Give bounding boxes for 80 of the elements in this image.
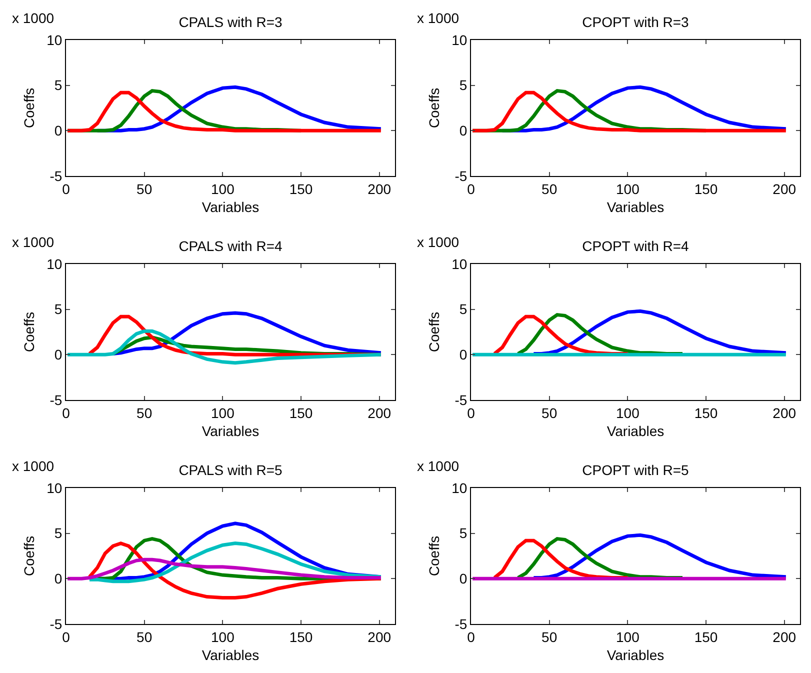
line-series — [532, 533, 788, 580]
x-axis-title: Variables — [606, 423, 664, 440]
chart-title: CPOPT with R=4 — [582, 238, 690, 254]
x-axis-title: Variables — [606, 199, 664, 216]
y-axis-title: Coeffs — [21, 312, 38, 352]
line-series — [532, 309, 788, 356]
y-tick-label: 10 — [46, 32, 62, 48]
y-tick-label: 0 — [54, 122, 62, 139]
x-tick-label: 150 — [289, 404, 313, 421]
text: x 1000 — [12, 234, 54, 250]
y-axis-title: Coeffs — [426, 88, 442, 128]
x-axis-title: Variables — [202, 647, 260, 664]
line-series — [111, 311, 383, 356]
y-tick-label: -5 — [454, 616, 468, 632]
x-axis-title: Variables — [202, 423, 260, 440]
y-axis-title: Coeffs — [21, 88, 38, 128]
y-axis-title: Coeffs — [426, 536, 442, 576]
line-series — [66, 329, 383, 365]
y-tick-label: -5 — [454, 168, 468, 184]
text: x 1000 — [417, 234, 460, 250]
y-tick-label: -5 — [50, 168, 62, 184]
y-tick-label: 5 — [459, 77, 468, 94]
x-tick-label: 200 — [368, 404, 392, 421]
x-tick-label: 100 — [210, 404, 235, 421]
y-tick-label: 10 — [46, 480, 62, 496]
y-tick-label: -5 — [50, 392, 62, 408]
x-tick-label: 150 — [289, 180, 313, 197]
x-tick-label: 200 — [368, 180, 392, 197]
x-tick-label: 200 — [772, 180, 796, 197]
chart-title: CPOPT with R=5 — [582, 462, 690, 478]
text: x 1000 — [12, 458, 54, 474]
x-tick-label: 150 — [694, 628, 718, 645]
x-tick-label: 100 — [616, 404, 640, 421]
y-tick-label: -5 — [454, 392, 468, 408]
y-tick-label: 10 — [46, 256, 62, 272]
text: x 1000 — [12, 10, 54, 26]
y-tick-label: 0 — [459, 570, 468, 587]
x-tick-label: 200 — [772, 404, 796, 421]
line-series — [471, 90, 788, 132]
x-tick-label: 150 — [694, 180, 718, 197]
x-tick-label: 150 — [694, 404, 718, 421]
y-tick-label: 10 — [452, 480, 468, 496]
y-tick-label: 10 — [452, 32, 468, 48]
chart-title: CPALS with R=4 — [178, 238, 283, 254]
chart-title: CPALS with R=5 — [178, 462, 283, 478]
y-axis-title: Coeffs — [21, 536, 38, 576]
x-tick-label: 200 — [772, 628, 796, 645]
y-tick-label: 5 — [54, 301, 62, 318]
x-tick-label: 50 — [136, 628, 152, 645]
x-tick-label: 100 — [616, 180, 640, 197]
line-series — [66, 558, 383, 580]
y-axis-title: Coeffs — [426, 312, 442, 352]
y-tick-label: 5 — [54, 525, 62, 542]
line-series — [88, 542, 383, 584]
x-tick-label: 50 — [136, 404, 152, 421]
x-tick-label: 50 — [542, 180, 558, 197]
y-tick-label: 0 — [54, 346, 62, 363]
y-tick-label: 10 — [452, 256, 468, 272]
y-tick-label: 0 — [459, 122, 468, 139]
x-axis-title: Variables — [202, 199, 260, 216]
y-tick-label: 5 — [459, 301, 468, 318]
x-tick-label: 50 — [542, 404, 558, 421]
text: x 1000 — [417, 10, 460, 26]
x-tick-label: 100 — [210, 180, 235, 197]
x-tick-label: 200 — [368, 628, 392, 645]
x-tick-label: 50 — [542, 628, 558, 645]
x-tick-label: 100 — [616, 628, 640, 645]
y-tick-label: -5 — [50, 616, 62, 632]
text: x 1000 — [417, 458, 460, 474]
y-tick-label: 0 — [459, 346, 468, 363]
x-tick-label: 100 — [210, 628, 235, 645]
y-tick-label: 5 — [459, 525, 468, 542]
y-tick-label: 0 — [54, 570, 62, 587]
x-axis-title: Variables — [606, 647, 664, 664]
line-series — [66, 90, 383, 132]
chart-title: CPALS with R=3 — [178, 14, 283, 30]
x-tick-label: 150 — [289, 628, 313, 645]
x-tick-label: 50 — [136, 180, 152, 197]
chart-title: CPOPT with R=3 — [582, 14, 690, 30]
y-tick-label: 5 — [54, 77, 62, 94]
